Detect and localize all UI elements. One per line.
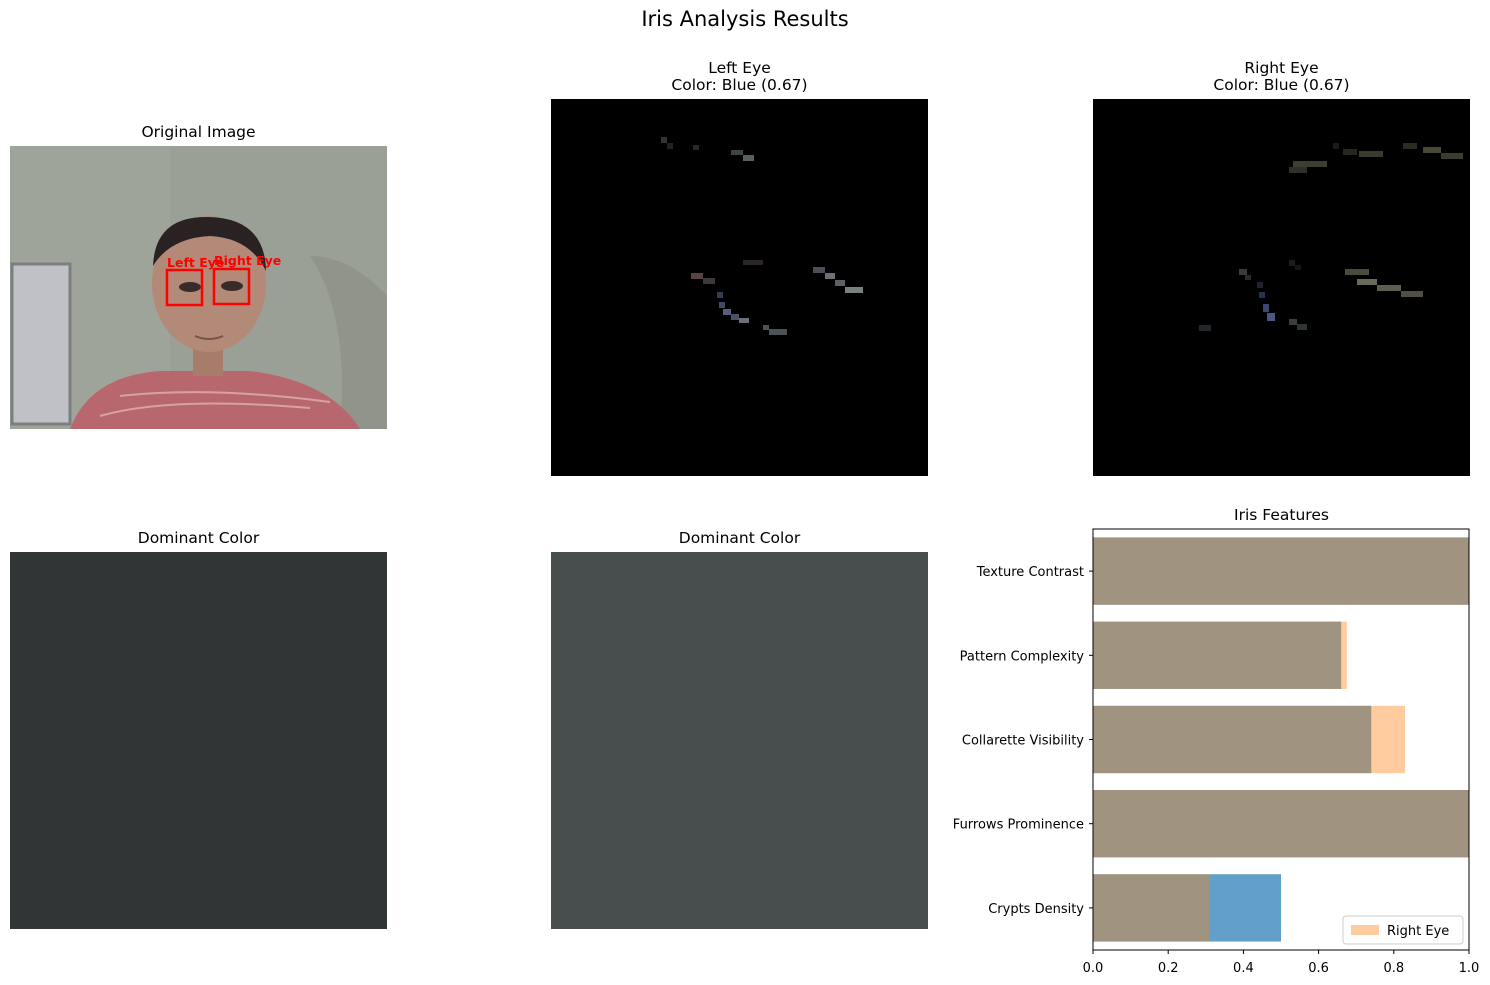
bar-series2-4 xyxy=(1093,537,1469,605)
bar-series2-0 xyxy=(1093,874,1210,942)
y-tick-label-2: Collarette Visibility xyxy=(962,734,1084,749)
bar-series1-4 xyxy=(1093,537,1469,605)
right-eye-box xyxy=(212,267,251,306)
legend-box xyxy=(1342,915,1464,945)
bar-series1-3 xyxy=(1093,621,1342,689)
x-tick-label-4: 0.8 xyxy=(1383,961,1404,976)
y-tick-label-1: Furrows Prominence xyxy=(953,818,1084,833)
whiteboard xyxy=(10,262,72,426)
original-image-title: Original Image xyxy=(141,123,256,141)
right-eye-title-line1: Right Eye xyxy=(1244,59,1319,77)
dominant-color-left-swatch xyxy=(10,552,387,929)
legend-swatch xyxy=(1351,925,1379,935)
y-tick-label-4: Texture Contrast xyxy=(976,565,1084,580)
x-tick-label-2: 0.4 xyxy=(1233,961,1254,976)
left-eye-title-line1: Left Eye xyxy=(708,59,771,77)
left-eye-label: Left Eye xyxy=(167,255,224,270)
iris-features-chart: Crypts Density Furrows Prominence Collaret… xyxy=(953,528,1480,976)
iris-features-title: Iris Features xyxy=(1234,506,1329,524)
bar-series1-0 xyxy=(1093,874,1281,942)
left-eye-image xyxy=(551,99,928,476)
left-eye-box xyxy=(165,268,204,307)
bar-series2-3 xyxy=(1093,621,1347,689)
dominant-color-right-title: Dominant Color xyxy=(678,529,801,547)
bar-series2-2 xyxy=(1093,705,1406,774)
figure-title: Iris Analysis Results xyxy=(641,7,849,31)
left-eye-title-line2: Color: Blue (0.67) xyxy=(671,76,808,94)
bar-series1-1 xyxy=(1093,790,1469,858)
y-tick-label-0: Crypts Density xyxy=(988,902,1084,917)
right-eye-image xyxy=(1093,99,1470,476)
bar-series2-1 xyxy=(1093,790,1469,858)
right-eye-title: Right Eye Color: Blue (0.67) xyxy=(1093,60,1470,94)
dominant-color-right-swatch xyxy=(551,552,928,929)
x-tick-label-0: 0.0 xyxy=(1083,961,1104,976)
dominant-color-left-title: Dominant Color xyxy=(137,529,260,547)
hair xyxy=(153,216,266,271)
x-tick-label-3: 0.6 xyxy=(1308,961,1329,976)
legend-label: Right Eye xyxy=(1387,924,1449,939)
y-tick-label-3: Pattern Complexity xyxy=(960,649,1085,664)
left-eye-title: Left Eye Color: Blue (0.67) xyxy=(551,60,928,94)
x-tick-label-5: 1.0 xyxy=(1459,961,1480,976)
right-eye-title-line2: Color: Blue (0.67) xyxy=(1213,76,1350,94)
face xyxy=(152,216,266,352)
bar-series1-2 xyxy=(1093,705,1372,774)
original-image: Left Eye Right Eye xyxy=(10,146,387,429)
shirt xyxy=(70,371,360,429)
right-eye-label: Right Eye xyxy=(214,253,281,268)
x-tick-label-1: 0.2 xyxy=(1158,961,1179,976)
